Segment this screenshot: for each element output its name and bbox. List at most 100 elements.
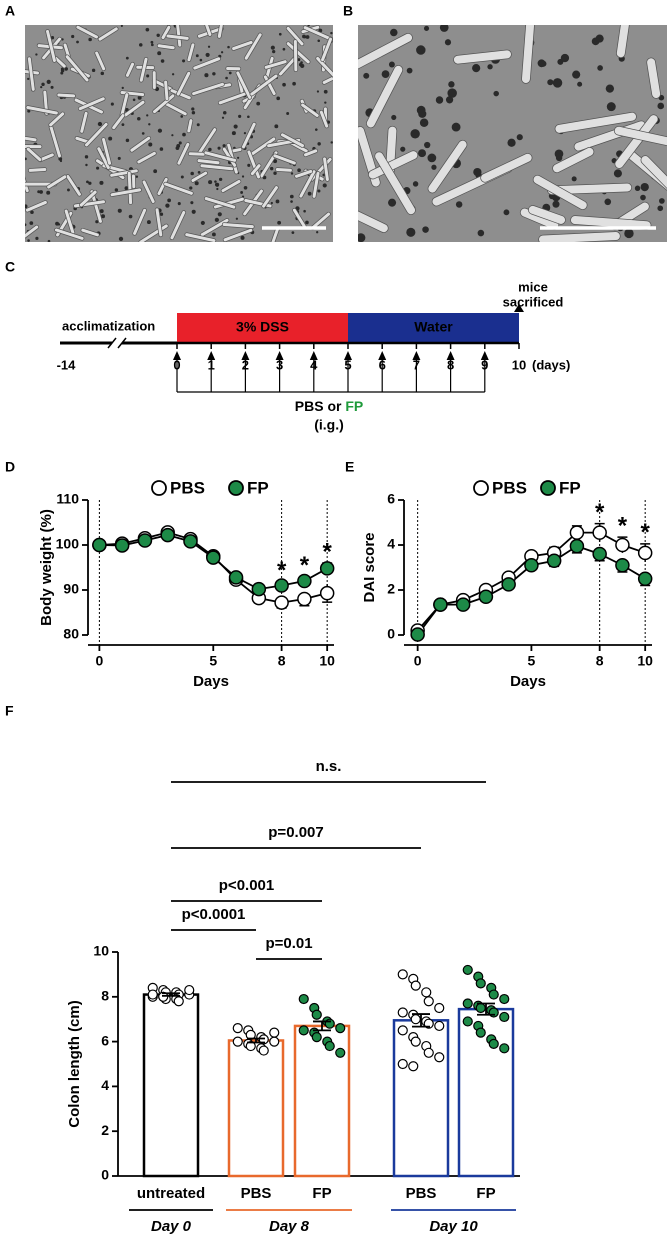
rod	[197, 159, 220, 165]
pore	[25, 223, 27, 227]
x-tick-label: 8	[596, 653, 604, 669]
pore	[412, 181, 419, 187]
pore	[307, 25, 310, 27]
pore	[595, 34, 604, 43]
data-point	[637, 545, 653, 561]
pore	[400, 146, 406, 152]
rod	[170, 210, 186, 240]
rod	[205, 25, 212, 37]
rod	[641, 156, 667, 188]
rod	[304, 149, 318, 157]
pore	[217, 146, 221, 150]
pore	[540, 60, 547, 67]
rod	[157, 177, 168, 196]
pore	[212, 72, 216, 76]
data-point	[462, 1016, 473, 1027]
legend-label: PBS	[170, 478, 205, 497]
pore	[640, 194, 646, 201]
rod	[49, 112, 65, 127]
pore	[270, 201, 273, 205]
rod	[46, 29, 56, 62]
pore	[37, 190, 41, 194]
pore	[205, 52, 210, 57]
y-axis-title: Body weight (%)	[38, 509, 55, 626]
pore	[278, 32, 282, 36]
pore	[216, 187, 219, 191]
y-axis-title: DAI score	[361, 532, 378, 602]
rod	[322, 76, 333, 84]
x-tick-label: 8	[278, 653, 286, 669]
rod	[368, 151, 418, 179]
rod	[26, 106, 58, 115]
pore	[145, 27, 150, 32]
pore	[493, 90, 499, 97]
data-point	[501, 577, 516, 592]
rod	[616, 25, 629, 58]
rod	[25, 69, 40, 75]
pore	[243, 131, 247, 135]
pore	[27, 109, 31, 113]
rod	[262, 186, 278, 208]
rod	[244, 33, 262, 60]
bar	[392, 1019, 450, 1178]
pore	[177, 202, 181, 206]
pore	[157, 51, 162, 56]
phase-box	[348, 313, 519, 342]
legend-marker	[473, 480, 489, 496]
rod	[26, 147, 42, 162]
data-point	[297, 591, 312, 607]
pore	[297, 168, 301, 173]
pore	[503, 209, 510, 216]
pore	[29, 221, 34, 225]
pore	[388, 198, 397, 207]
y-tick-label: 10	[93, 943, 109, 959]
rod	[453, 50, 512, 64]
pore	[243, 185, 248, 190]
pore	[148, 123, 151, 126]
pore	[159, 147, 164, 151]
pore	[455, 201, 463, 208]
dose-arrowhead	[344, 351, 352, 360]
pore	[39, 190, 43, 194]
rod	[102, 138, 112, 165]
pore	[659, 198, 665, 204]
rod	[161, 25, 171, 40]
pore	[151, 43, 154, 47]
rod	[198, 128, 217, 155]
bar	[227, 1039, 285, 1178]
rod	[27, 57, 35, 91]
pore	[214, 217, 219, 222]
pore	[424, 141, 431, 149]
data-point	[569, 538, 585, 554]
pore	[322, 183, 327, 188]
pore	[634, 185, 641, 192]
pore	[275, 199, 280, 204]
pore	[256, 101, 261, 106]
pore	[214, 180, 217, 183]
pore	[289, 194, 294, 199]
rod	[54, 228, 84, 240]
rod	[323, 157, 329, 181]
pore	[640, 182, 649, 192]
x-tick-label: untreated	[137, 1185, 205, 1202]
data-point	[114, 538, 130, 553]
rod	[533, 175, 587, 210]
pore	[121, 86, 124, 90]
data-point	[269, 1027, 280, 1038]
rod	[54, 56, 66, 68]
data-point	[324, 1018, 335, 1029]
pore	[247, 163, 251, 167]
pore	[60, 67, 64, 71]
pore	[117, 208, 122, 213]
pore	[227, 45, 230, 49]
pore	[114, 188, 119, 192]
pore	[233, 124, 238, 129]
pore	[273, 171, 277, 175]
rod	[358, 211, 388, 233]
phase-label: acclimatization	[62, 318, 155, 333]
rod	[192, 82, 224, 96]
pore	[159, 212, 164, 216]
data-point	[410, 980, 421, 991]
pore	[99, 209, 104, 214]
end-marker	[514, 304, 524, 312]
